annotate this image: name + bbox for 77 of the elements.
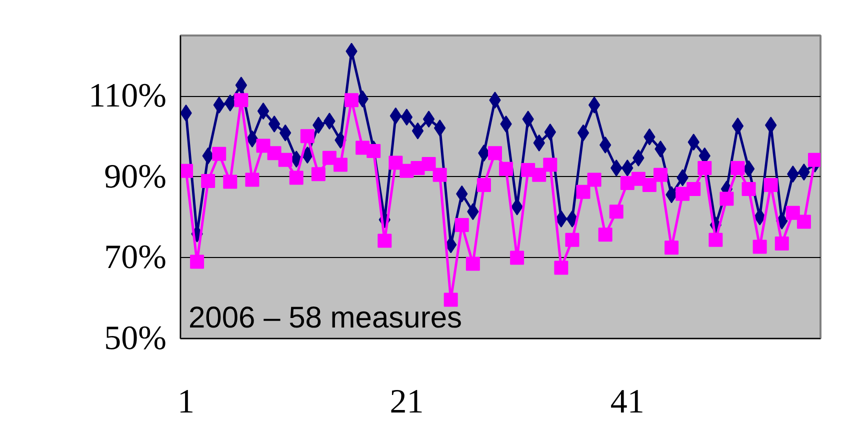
point: [588, 96, 600, 114]
point: [609, 204, 624, 219]
point: [432, 168, 447, 182]
point: [256, 138, 270, 153]
point: [246, 130, 258, 148]
point: [344, 93, 359, 108]
x-tick-label: 1: [178, 384, 195, 420]
point: [532, 168, 546, 182]
point: [201, 174, 216, 188]
point: [390, 107, 402, 124]
point: [223, 174, 238, 189]
point: [796, 214, 811, 229]
point: [764, 178, 778, 192]
point: [366, 144, 381, 158]
point: [334, 158, 348, 172]
point: [554, 260, 568, 275]
point: [599, 136, 612, 154]
point: [278, 152, 292, 167]
point: [499, 162, 514, 176]
point: [754, 208, 766, 226]
point: [577, 124, 590, 142]
point: [752, 240, 767, 254]
point: [566, 210, 578, 228]
point: [190, 254, 204, 269]
point: [422, 156, 436, 171]
point: [686, 182, 701, 196]
point: [808, 152, 820, 167]
point: [730, 161, 745, 176]
point: [454, 218, 469, 232]
point: [488, 146, 502, 160]
point: [742, 182, 756, 196]
y-tick-label: 70%: [104, 239, 167, 276]
point: [786, 206, 800, 220]
x-tick-label: 41: [610, 384, 644, 420]
point: [212, 146, 226, 161]
point: [311, 167, 326, 182]
point: [378, 234, 392, 248]
annotation: 2006 – 58 measures: [188, 302, 462, 334]
point: [412, 122, 424, 140]
point: [587, 172, 602, 187]
point: [289, 170, 304, 185]
point: [720, 192, 734, 206]
point: [388, 156, 403, 170]
point: [444, 292, 458, 307]
point: [466, 256, 480, 271]
point: [434, 120, 446, 137]
point: [510, 250, 524, 265]
point: [400, 108, 413, 126]
point: [322, 150, 336, 165]
y-tick-label: 110%: [88, 78, 166, 115]
point: [598, 228, 612, 242]
point: [180, 164, 194, 178]
point: [476, 178, 491, 192]
point: [543, 158, 558, 172]
point: [245, 172, 260, 187]
y-tick-label: 50%: [104, 320, 167, 357]
point: [279, 124, 292, 142]
point: [642, 178, 656, 192]
point: [698, 161, 712, 176]
point: [732, 117, 744, 134]
point: [708, 232, 723, 247]
point: [422, 110, 435, 128]
point: [576, 184, 590, 199]
point: [268, 115, 280, 132]
point: [742, 160, 755, 178]
point: [267, 146, 282, 160]
y-tick-label: 90%: [104, 158, 167, 196]
point: [235, 76, 248, 94]
point: [234, 93, 248, 108]
point: [555, 210, 568, 228]
point: [565, 232, 580, 247]
point: [300, 129, 314, 144]
point: [774, 236, 789, 251]
x-tick-label: 21: [390, 384, 424, 420]
point: [257, 102, 270, 120]
point: [654, 168, 668, 182]
point: [664, 240, 679, 255]
